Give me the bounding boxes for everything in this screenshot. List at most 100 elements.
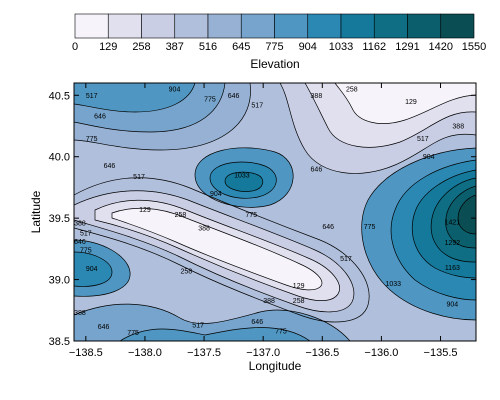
contour-label: 775 xyxy=(127,330,139,337)
colorbar-swatch xyxy=(274,13,309,39)
colorbar-tick-label: 645 xyxy=(232,41,250,53)
contour-label: 646 xyxy=(251,319,263,326)
colorbar: 0 129 258 387 516 645 775 904 1033 1162 1291 1420 15… xyxy=(72,13,486,53)
contour-label: 1033 xyxy=(385,281,401,288)
colorbar-tick-label: 1033 xyxy=(329,41,353,53)
contour-label: 388 xyxy=(74,310,86,317)
contour-label: 904 xyxy=(447,302,459,309)
contour-label: 775 xyxy=(86,136,98,143)
contour-label: 646 xyxy=(322,224,334,231)
y-tick-label: 40.5 xyxy=(49,90,70,102)
contour-region-sw-2 xyxy=(74,252,112,287)
contour-label: 904 xyxy=(423,154,435,161)
contour-label: 388 xyxy=(452,124,464,131)
contour-label: 775 xyxy=(364,224,376,231)
colorbar-swatch xyxy=(307,13,342,39)
x-tick-label: −136.0 xyxy=(364,347,398,359)
x-tick-label: −135.5 xyxy=(424,347,458,359)
colorbar-swatch xyxy=(141,13,176,39)
colorbar-swatch xyxy=(373,13,408,39)
contour-label: 517 xyxy=(192,323,204,330)
colorbar-tick-label: 129 xyxy=(99,41,117,53)
contour-region-valley-4 xyxy=(112,208,322,290)
colorbar-tick-label: 387 xyxy=(166,41,184,53)
contour-label: 646 xyxy=(104,163,116,170)
contour-labels: 517 646 775 904 775 646 517 388 258 129 388 517 904 6… xyxy=(74,87,464,337)
contour-label: 775 xyxy=(246,212,258,219)
colorbar-swatch xyxy=(407,13,442,39)
x-tick-label: −136.5 xyxy=(305,347,339,359)
colorbar-swatch xyxy=(240,13,275,39)
contour-region-east-6 xyxy=(458,195,476,234)
colorbar-tick-label: 516 xyxy=(199,41,217,53)
colorbar-tick-label: 775 xyxy=(265,41,283,53)
colorbar-swatch xyxy=(174,13,209,39)
contour-label: 258 xyxy=(180,268,192,275)
contour-region-south-2 xyxy=(120,327,310,341)
contour-label: 775 xyxy=(275,329,287,336)
contour-region-ne-3 xyxy=(335,83,476,124)
y-tick-label: 38.5 xyxy=(49,336,70,348)
x-tick-label: −137.5 xyxy=(187,347,221,359)
x-tick-label: −137.0 xyxy=(246,347,280,359)
contour-label: 775 xyxy=(80,248,92,255)
colorbar-swatch xyxy=(74,13,109,39)
contour-label: 129 xyxy=(139,207,151,214)
colorbar-swatch xyxy=(107,13,142,39)
contour-label: 388 xyxy=(198,225,210,232)
contour-label: 258 xyxy=(293,298,305,305)
colorbar-tick-label: 258 xyxy=(132,41,150,53)
colorbar-swatch xyxy=(440,13,475,39)
y-tick-label: 40.0 xyxy=(49,152,70,164)
contour-label: 129 xyxy=(293,283,305,290)
y-axis: 38.5 39.0 39.5 40.0 40.5 xyxy=(49,90,476,348)
colorbar-swatch xyxy=(207,13,242,39)
contour-label: 904 xyxy=(86,266,98,273)
contour-label: 258 xyxy=(346,87,358,94)
contour-label: 646 xyxy=(94,114,106,121)
contour-region-nw-3 xyxy=(74,83,195,112)
contour-label: 775 xyxy=(204,96,216,103)
contour-label: 517 xyxy=(133,174,145,181)
colorbar-tick-label: 1291 xyxy=(395,41,419,53)
contour-label: 258 xyxy=(175,212,187,219)
contour-label: 1033 xyxy=(234,173,250,180)
colorbar-swatch xyxy=(340,13,375,39)
contour-label: 129 xyxy=(405,99,417,106)
x-axis: −138.5 −138.0 −137.5 −137.0 −136.5 −136.0 −135… xyxy=(69,83,458,359)
contour-label: 388 xyxy=(74,221,86,228)
contour-region-center-high-3 xyxy=(225,172,263,192)
contour-label: 904 xyxy=(169,87,181,94)
x-tick-label: −138.0 xyxy=(128,347,162,359)
colorbar-label: Elevation xyxy=(250,57,299,71)
plot-frame xyxy=(73,82,477,342)
colorbar-tick-label: 904 xyxy=(299,41,317,53)
contour-label: 517 xyxy=(80,230,92,237)
colorbar-tick-label: 1162 xyxy=(362,41,386,53)
contour-label: 517 xyxy=(86,93,98,100)
colorbar-tick-label: 1550 xyxy=(462,41,486,53)
contour-label: 1292 xyxy=(445,240,461,247)
colorbar-tick-label: 0 xyxy=(72,41,78,53)
y-axis-title: Latitude xyxy=(29,190,43,233)
contour-label: 517 xyxy=(417,136,429,143)
contour-label: 646 xyxy=(74,239,86,246)
contour-label: 517 xyxy=(251,103,263,110)
contour-label: 388 xyxy=(263,298,275,305)
y-tick-label: 39.0 xyxy=(49,275,70,287)
contour-label: 517 xyxy=(340,256,352,263)
contour-label: 646 xyxy=(98,324,110,331)
colorbar-tick-label: 1420 xyxy=(429,41,453,53)
contour-plot-area: 517 646 775 904 775 646 517 388 258 129 388 517 904 6… xyxy=(74,83,476,341)
contour-label: 646 xyxy=(311,167,323,174)
contour-label: 1163 xyxy=(445,265,460,272)
y-tick-label: 39.5 xyxy=(49,213,70,225)
x-tick-label: −138.5 xyxy=(69,347,103,359)
contour-lines xyxy=(74,83,476,341)
contour-label: 1421 xyxy=(445,219,461,226)
contour-label: 646 xyxy=(228,93,240,100)
contour-label: 388 xyxy=(311,93,323,100)
x-axis-title: Longitude xyxy=(249,359,302,373)
contour-label: 904 xyxy=(210,191,222,198)
